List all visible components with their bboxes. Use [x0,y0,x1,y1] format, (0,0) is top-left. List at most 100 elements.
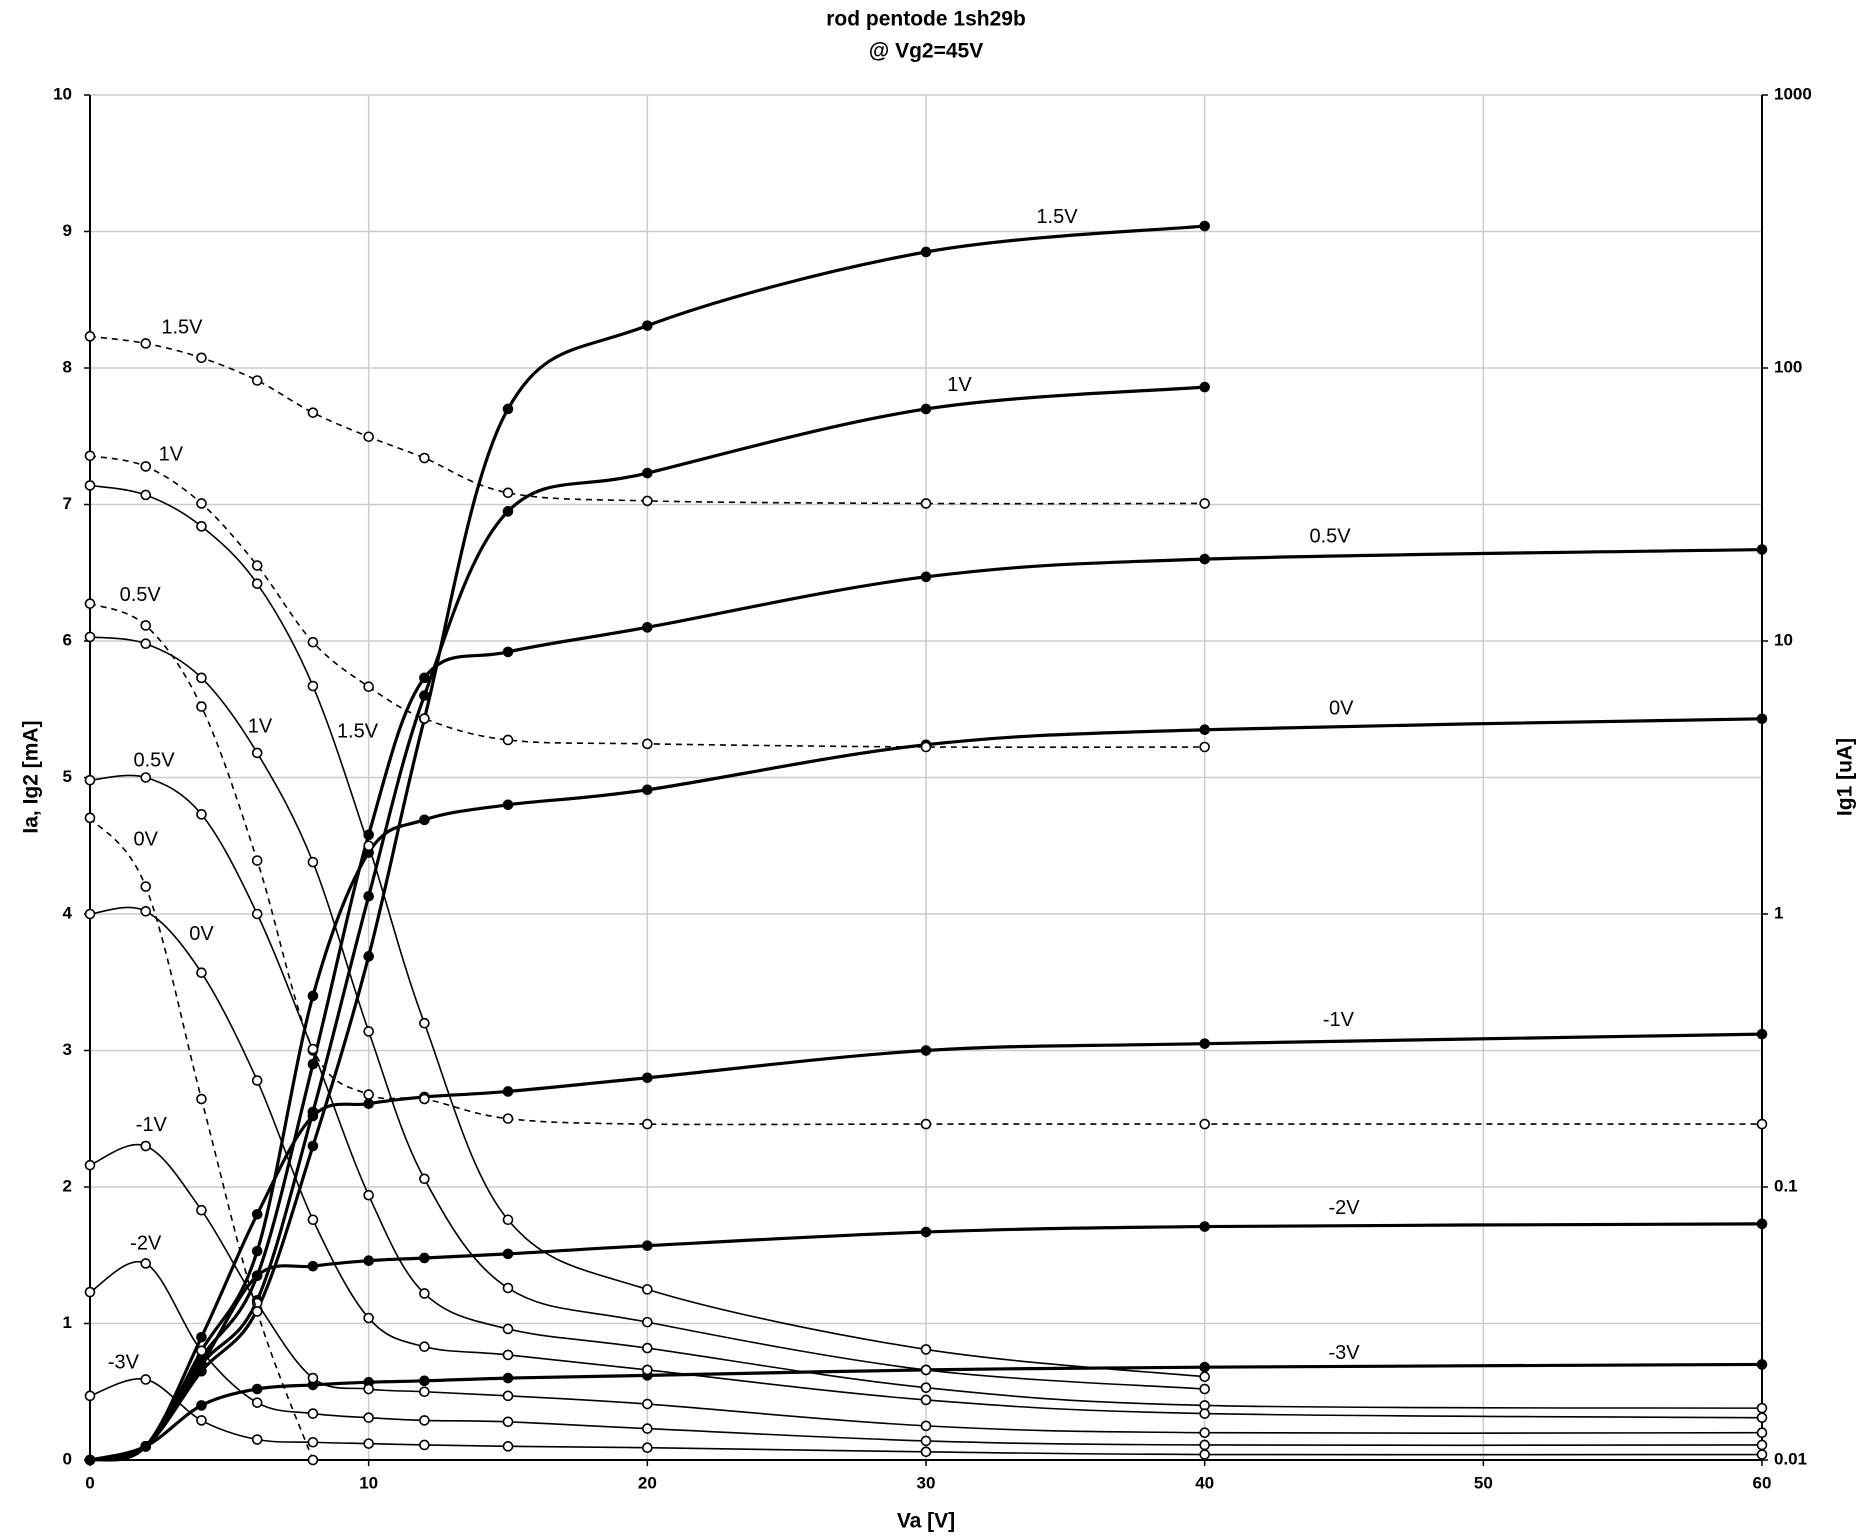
data-point [920,1382,932,1393]
data-point [1199,724,1210,736]
data-point [1199,1221,1210,1232]
data-point [307,1436,319,1448]
data-point [642,1364,653,1376]
series-label: -2V [1328,1197,1360,1219]
data-point [920,1435,932,1447]
data-point [502,1282,514,1294]
data-point [251,1397,263,1408]
data-point [1756,713,1768,725]
data-point [363,1383,374,1395]
y-tick-label: 10 [53,84,72,103]
data-point [251,1306,263,1317]
data-point [84,598,96,609]
x-tick-label: 0 [85,1473,94,1492]
series-label: -2V [130,1233,162,1255]
data-point [140,1441,152,1452]
data-point [1756,1412,1768,1423]
data-point [502,1214,514,1226]
y2-tick-label: 1 [1774,903,1783,922]
data-point [84,1159,96,1171]
series-line [89,224,1205,1462]
series-line [89,774,1763,1409]
data-point [419,1288,430,1299]
data-point [502,734,514,746]
chart-subtitle: @ Vg2=45V [869,40,983,63]
y2-tick-label: 100 [1774,357,1802,376]
data-point [140,1140,152,1152]
data-point [84,631,96,643]
data-point [502,1441,514,1452]
data-point [307,1454,319,1466]
data-point [419,1017,430,1029]
data-point [251,375,263,386]
y2-axis-title: Ig1 [uA] [1834,738,1857,816]
data-point [251,1075,263,1086]
data-point [363,1089,374,1100]
data-point [642,1072,653,1084]
data-point [502,799,514,811]
data-point [920,1394,932,1406]
data-point [642,1342,653,1354]
data-point [363,431,374,443]
data-point [196,1400,207,1411]
y-tick-label: 2 [63,1176,72,1195]
y-tick-label: 7 [63,494,72,513]
x-tick-label: 50 [1474,1473,1493,1492]
data-point [307,856,319,868]
data-point [363,1189,374,1201]
x-axis-title: Va [V] [897,1510,955,1533]
data-point [196,1415,207,1426]
data-point [307,1260,319,1272]
data-point [84,1286,96,1298]
data-point [307,1140,319,1152]
data-point [363,1438,374,1449]
data-point [502,1390,514,1402]
data-point [84,908,96,920]
data-point [1199,381,1210,393]
data-point [502,506,514,517]
data-point [502,487,514,499]
data-point [419,1173,430,1185]
data-point [307,1058,319,1070]
data-point [84,450,96,462]
data-point [363,951,374,962]
data-point [642,1442,653,1454]
data-point [363,1312,374,1324]
y-tick-label: 1 [63,1313,72,1332]
data-point [419,1375,430,1387]
y-tick-label: 9 [63,221,72,240]
data-point [251,855,263,866]
data-point [363,1412,374,1423]
data-point [307,407,319,418]
data-point [642,495,653,507]
data-point [920,1344,932,1355]
y-tick-label: 4 [63,903,73,922]
chart-title: rod pentode 1sh29b [826,8,1026,31]
data-point [84,480,96,491]
series-label: 1V [159,444,184,466]
series-label: 1.5V [161,317,203,339]
data-point [84,1454,96,1466]
x-tick-label: 60 [1753,1473,1772,1492]
data-point [251,1270,263,1282]
y2-tick-label: 1000 [1774,84,1812,103]
data-point [196,1204,207,1216]
data-point [920,498,932,509]
data-point [502,1086,514,1097]
data-point [502,1416,514,1428]
data-point [1199,1427,1210,1438]
data-point [502,646,514,658]
x-tick-label: 40 [1195,1473,1214,1492]
series-label: 0V [133,829,158,851]
data-point [307,680,319,692]
data-point [1756,1118,1768,1130]
series-line [89,636,1205,1390]
data-point [920,1118,932,1130]
data-point [363,840,374,852]
data-point [642,1240,653,1251]
data-point [196,1345,207,1357]
data-point [84,774,96,786]
data-point [1756,1427,1768,1438]
